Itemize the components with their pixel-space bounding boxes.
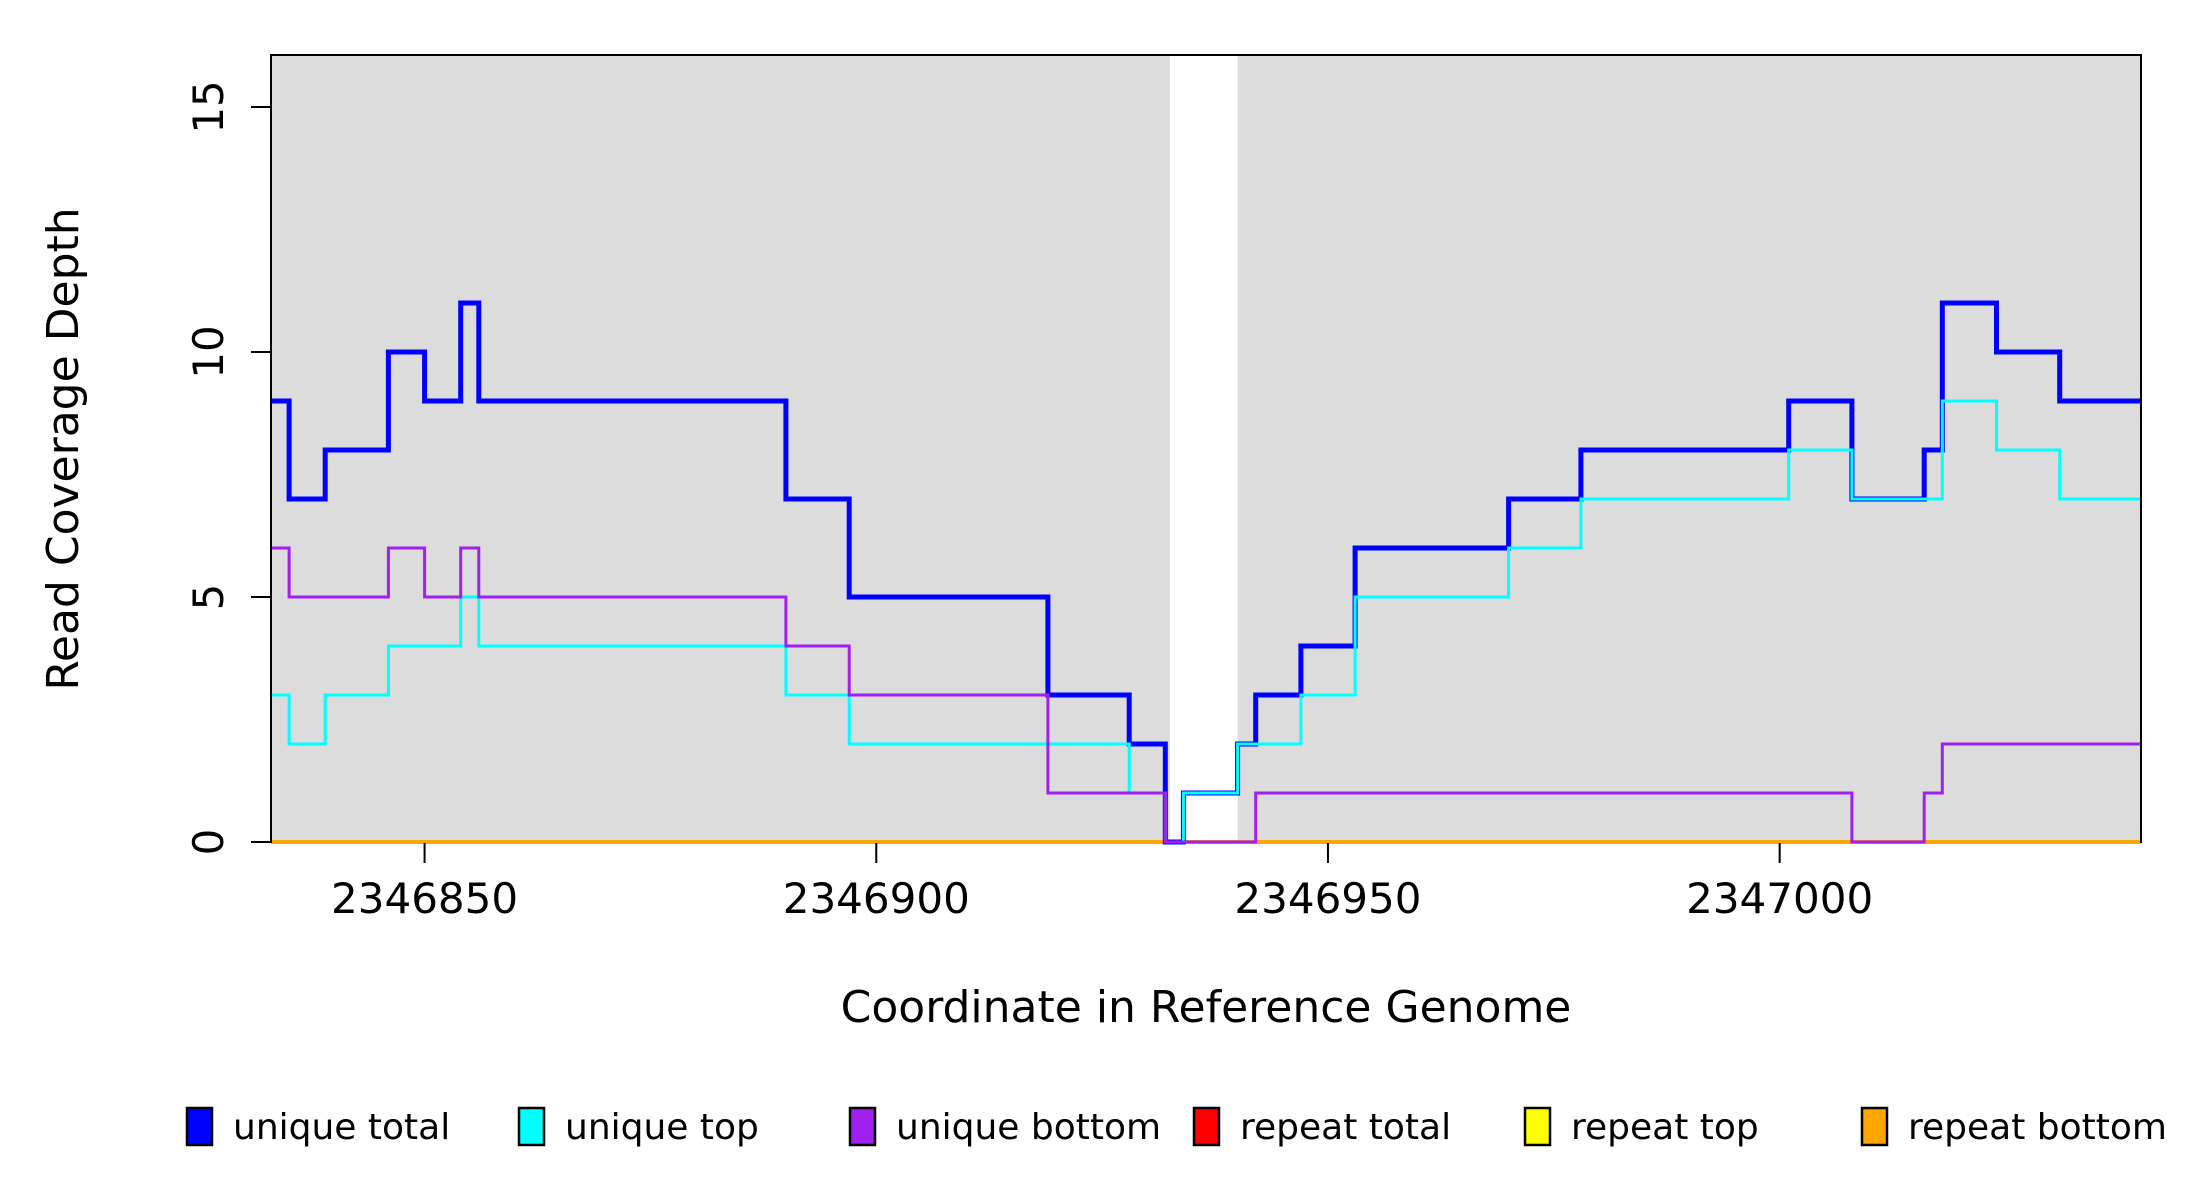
y-tick-label: 15 bbox=[184, 80, 233, 133]
y-axis-title: Read Coverage Depth bbox=[38, 207, 89, 690]
legend-label: unique top bbox=[565, 1107, 759, 1148]
legend-item: repeat top bbox=[1523, 1106, 1759, 1148]
legend-label: unique total bbox=[233, 1107, 450, 1148]
x-tick-label: 2346950 bbox=[1234, 874, 1421, 923]
plot-border bbox=[270, 54, 2142, 843]
legend-marker bbox=[1192, 1106, 1221, 1147]
plot-background-layer bbox=[271, 55, 2141, 843]
y-tick-label: 5 bbox=[184, 584, 233, 611]
legend-marker bbox=[1523, 1106, 1552, 1147]
legend-item: repeat total bbox=[1192, 1106, 1451, 1148]
y-tick-label: 10 bbox=[184, 325, 233, 378]
legend-item: unique top bbox=[517, 1106, 759, 1148]
legend-item: repeat bottom bbox=[1860, 1106, 2167, 1148]
legend: unique total unique top unique bottom repea… bbox=[185, 1106, 2167, 1148]
legend-item: unique bottom bbox=[848, 1106, 1161, 1148]
axis-layer: 2346850 2346900 2346950 2347000 0 5 10 15 bbox=[184, 80, 1873, 923]
legend-label: unique bottom bbox=[896, 1107, 1161, 1148]
legend-marker bbox=[185, 1106, 214, 1147]
legend-marker bbox=[848, 1106, 877, 1147]
y-tick-label: 0 bbox=[184, 829, 233, 856]
legend-marker bbox=[1860, 1106, 1889, 1147]
legend-label: repeat top bbox=[1571, 1107, 1759, 1148]
x-tick-label: 2347000 bbox=[1686, 874, 1873, 923]
series-line-unique-bottom bbox=[271, 546, 2141, 844]
x-tick-label: 2346900 bbox=[783, 874, 970, 923]
legend-marker bbox=[517, 1106, 546, 1147]
plot-frame-layer bbox=[270, 54, 2142, 843]
legend-item: unique total bbox=[185, 1106, 450, 1148]
series-layer bbox=[271, 300, 2141, 845]
legend-label: repeat bottom bbox=[1908, 1107, 2167, 1148]
x-tick-label: 2346850 bbox=[331, 874, 518, 923]
legend-label: repeat total bbox=[1240, 1107, 1451, 1148]
series-line-unique-top bbox=[271, 399, 2141, 844]
x-axis-title: Coordinate in Reference Genome bbox=[841, 982, 1572, 1033]
coverage-gap-band bbox=[1169, 55, 1238, 843]
